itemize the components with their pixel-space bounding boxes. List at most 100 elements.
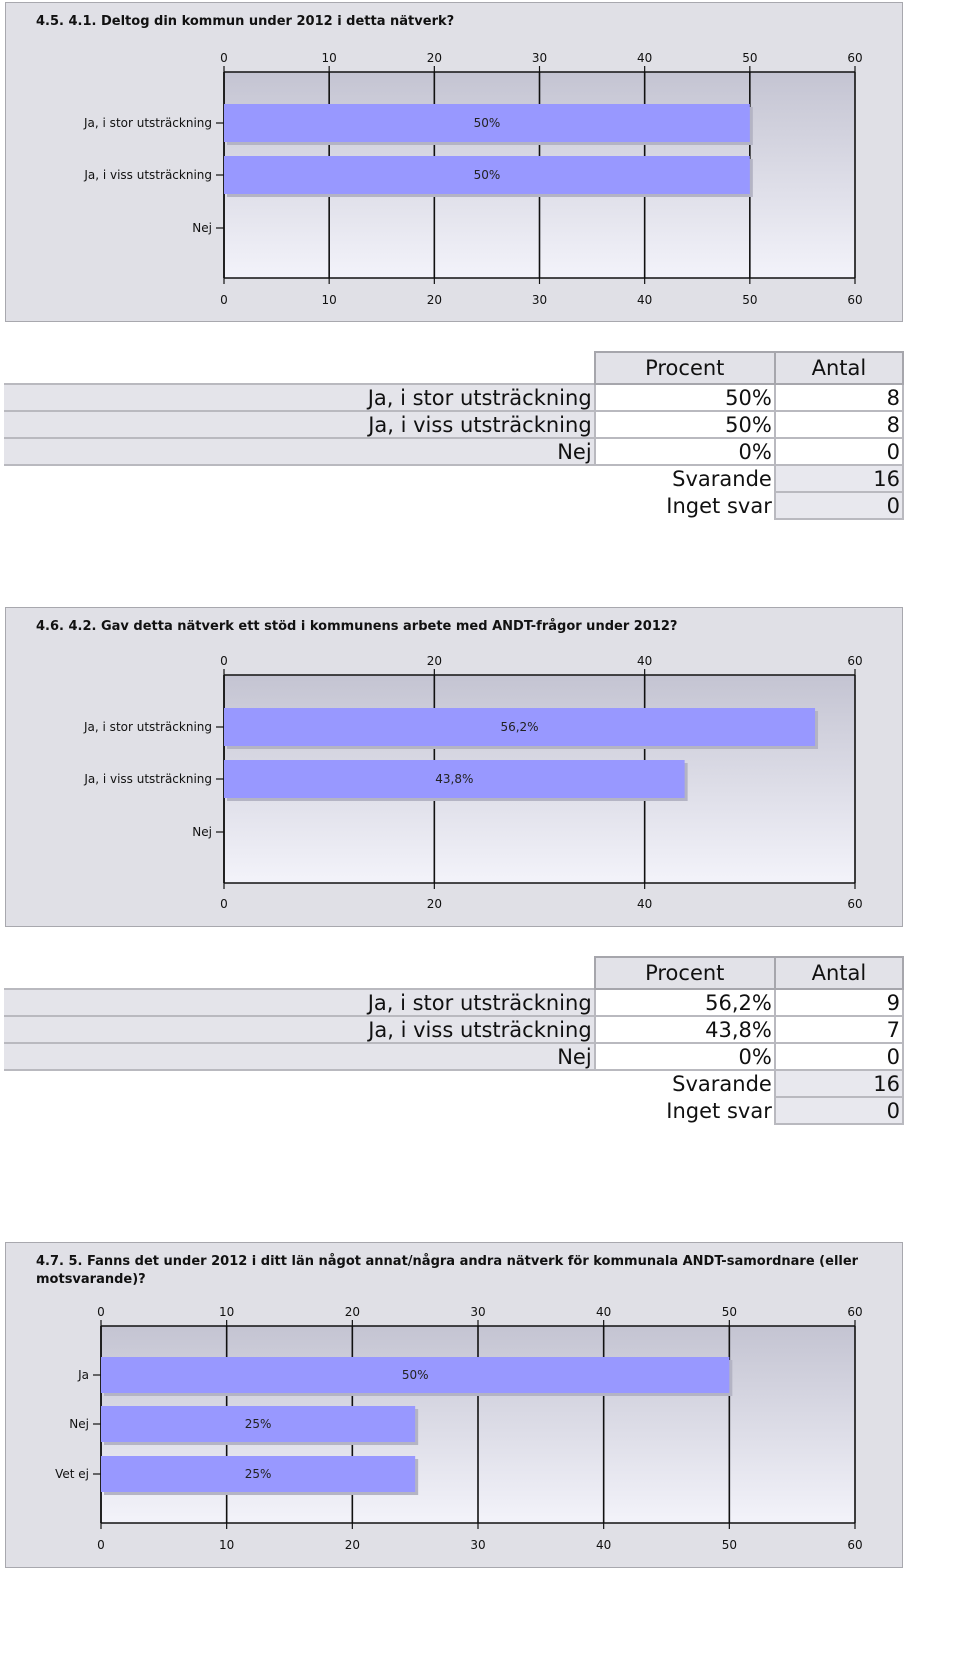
bar-value-label: 50%	[474, 116, 501, 130]
bar	[224, 708, 816, 746]
chart-panel-2: 4.6. 4.2. Gav detta nätverk ett stöd i k…	[5, 607, 903, 927]
x-tick-label-bottom: 0	[220, 293, 228, 307]
table-row: Ja, i viss utsträckning 50% 8	[4, 410, 905, 439]
x-tick-label-top: 40	[596, 1305, 611, 1319]
x-tick-label-bottom: 10	[322, 293, 337, 307]
x-tick-label-bottom: 40	[637, 897, 652, 911]
results-table-2: Procent Antal Ja, i stor utsträckning 56…	[4, 956, 905, 1125]
x-tick-label-top: 40	[637, 51, 652, 65]
bar	[101, 1406, 416, 1442]
row-count: 8	[773, 410, 905, 439]
row-count: 7	[773, 1015, 905, 1044]
x-tick-label-bottom: 60	[847, 293, 862, 307]
x-tick-label-bottom: 40	[637, 293, 652, 307]
x-tick-label-top: 20	[427, 654, 442, 668]
row-percent: 50%	[593, 410, 776, 439]
chart-panel-3: 4.7. 5. Fanns det under 2012 i ditt län …	[5, 1242, 903, 1568]
chart-title-1: 4.5. 4.1. Deltog din kommun under 2012 i…	[36, 14, 455, 29]
row-label: Ja, i stor utsträckning	[4, 988, 595, 1017]
y-category-label: Ja, i viss utsträckning	[83, 168, 212, 182]
bar	[224, 156, 750, 194]
x-tick-label-bottom: 30	[532, 293, 547, 307]
y-category-label: Ja, i stor utsträckning	[83, 116, 212, 130]
x-tick-label-bottom: 50	[742, 293, 757, 307]
summary-label: Inget svar	[594, 492, 775, 519]
table-row: Ja, i stor utsträckning 56,2% 9	[4, 988, 905, 1017]
y-category-label: Ja, i viss utsträckning	[83, 772, 212, 786]
row-count: 9	[773, 988, 905, 1017]
summary-row: Svarande 16	[4, 1069, 905, 1098]
row-count: 8	[773, 383, 905, 412]
x-tick-label-bottom: 10	[219, 1538, 234, 1552]
chart-title-2: 4.6. 4.2. Gav detta nätverk ett stöd i k…	[36, 619, 678, 634]
bar-value-label: 25%	[245, 1467, 272, 1481]
y-category-label: Nej	[192, 825, 212, 839]
bar-value-label: 43,8%	[435, 772, 473, 786]
bar-value-label: 56,2%	[500, 720, 538, 734]
bar	[224, 104, 750, 142]
x-tick-label-top: 40	[637, 654, 652, 668]
results-table-1: Procent Antal Ja, i stor utsträckning 50…	[4, 351, 905, 520]
header-procent: Procent	[593, 956, 776, 990]
table-header-row: Procent Antal	[4, 956, 905, 990]
x-tick-label-top: 50	[722, 1305, 737, 1319]
header-antal: Antal	[773, 956, 905, 990]
x-tick-label-top: 30	[532, 51, 547, 65]
bar	[224, 760, 685, 798]
summary-value: 16	[773, 1069, 905, 1098]
bar-chart-1: 0 0 10 10 20 20 30 30 40 40 50 50 60 60 Ja, i stor uts…	[83, 51, 863, 307]
x-tick-label-bottom: 40	[596, 1538, 611, 1552]
table-row: Ja, i stor utsträckning 50% 8	[4, 383, 905, 412]
chart-title-3: 4.7. 5. Fanns det under 2012 i ditt län …	[36, 1254, 859, 1287]
row-label: Ja, i viss utsträckning	[4, 1015, 595, 1044]
x-tick-label-top: 30	[470, 1305, 485, 1319]
header-antal: Antal	[773, 351, 905, 385]
summary-value: 16	[773, 464, 905, 493]
row-label: Ja, i viss utsträckning	[4, 410, 595, 439]
summary-label: Svarande	[594, 465, 775, 492]
x-tick-label-bottom: 30	[470, 1538, 485, 1552]
summary-row: Inget svar 0	[4, 1096, 905, 1125]
row-percent: 50%	[593, 383, 776, 412]
row-count: 0	[773, 437, 905, 466]
summary-label: Inget svar	[594, 1097, 775, 1124]
table-row: Nej 0% 0	[4, 1042, 905, 1071]
bar-value-label: 25%	[245, 1417, 272, 1431]
summary-value: 0	[773, 1096, 905, 1125]
summary-label: Svarande	[594, 1070, 775, 1097]
row-label: Nej	[4, 1042, 595, 1071]
table-header-row: Procent Antal	[4, 351, 905, 385]
bar-value-label: 50%	[474, 168, 501, 182]
row-label: Ja, i stor utsträckning	[4, 383, 595, 412]
x-tick-label-top: 10	[219, 1305, 234, 1319]
x-tick-label-top: 0	[220, 51, 228, 65]
table-row: Nej 0% 0	[4, 437, 905, 466]
summary-row: Svarande 16	[4, 464, 905, 493]
x-tick-label-top: 60	[847, 51, 862, 65]
x-tick-label-top: 60	[847, 654, 862, 668]
row-percent: 0%	[593, 437, 776, 466]
header-procent: Procent	[593, 351, 776, 385]
x-tick-label-top: 60	[847, 1305, 862, 1319]
x-tick-label-top: 20	[345, 1305, 360, 1319]
x-tick-label-bottom: 50	[722, 1538, 737, 1552]
x-tick-label-bottom: 0	[220, 897, 228, 911]
row-percent: 0%	[593, 1042, 776, 1071]
y-category-label: Vet ej	[55, 1467, 89, 1481]
x-tick-label-bottom: 20	[427, 293, 442, 307]
bar-value-label: 50%	[402, 1368, 429, 1382]
y-category-label: Nej	[192, 221, 212, 235]
row-percent: 56,2%	[593, 988, 776, 1017]
chart-panel-1: 4.5. 4.1. Deltog din kommun under 2012 i…	[5, 2, 903, 322]
bar-chart-3: 0 0 10 10 20 20 30 30 40 40 50 50 60 60 Ja 50% Nej 25% Vet…	[55, 1305, 863, 1552]
y-category-label: Nej	[69, 1417, 89, 1431]
x-tick-label-top: 0	[97, 1305, 105, 1319]
summary-value: 0	[773, 491, 905, 520]
x-tick-label-bottom: 60	[847, 897, 862, 911]
row-percent: 43,8%	[593, 1015, 776, 1044]
bar-chart-2: 0 0 20 20 40 40 60 60 Ja, i stor utsträckning 56,…	[83, 654, 863, 911]
bar	[101, 1357, 730, 1393]
row-label: Nej	[4, 437, 595, 466]
x-tick-label-bottom: 20	[427, 897, 442, 911]
x-tick-label-top: 10	[322, 51, 337, 65]
